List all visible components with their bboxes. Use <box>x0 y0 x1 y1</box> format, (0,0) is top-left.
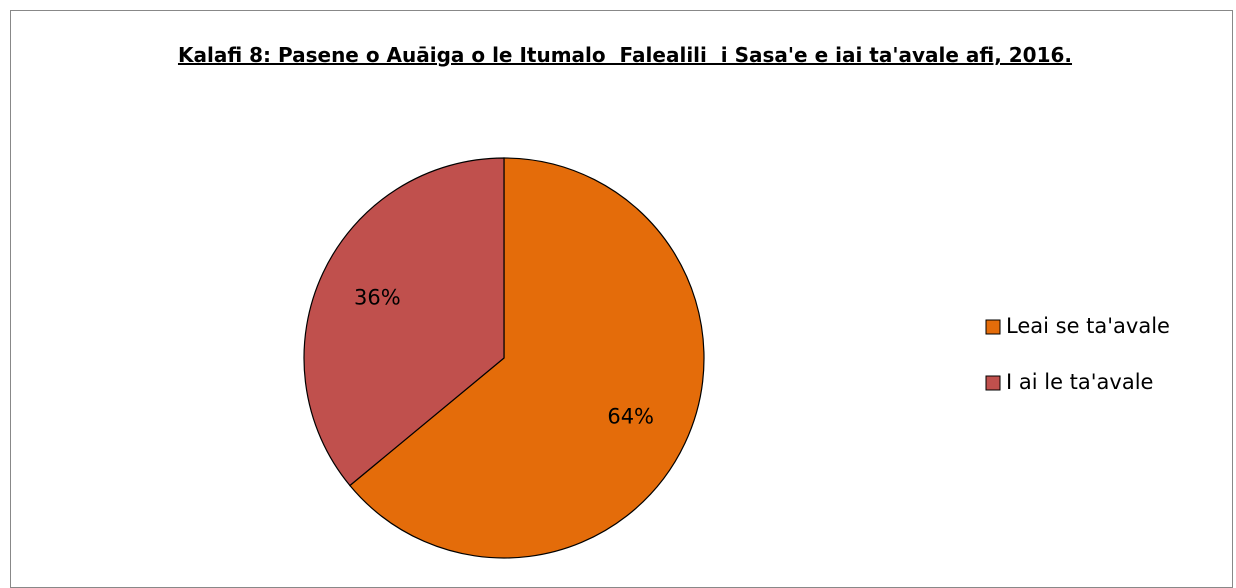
data-label: 64% <box>607 405 654 429</box>
legend-swatch <box>985 319 1001 335</box>
legend-label: I ai le ta'avale <box>1006 370 1153 394</box>
chart-title: Kalafi 8: Pasene o Auāiga o le Itumalo F… <box>177 43 1073 67</box>
pie-slice <box>349 157 705 559</box>
legend-swatch <box>985 375 1001 391</box>
data-label: 36% <box>354 285 401 309</box>
pie-slice <box>303 157 505 487</box>
legend-label: Leai se ta'avale <box>1006 314 1170 338</box>
